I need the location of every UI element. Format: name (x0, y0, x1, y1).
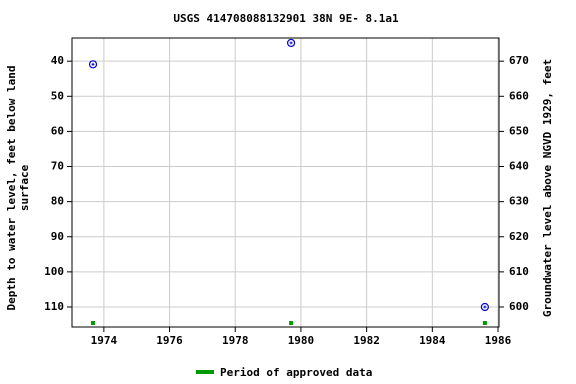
data-point (286, 38, 296, 48)
x-tick-label: 1982 (353, 334, 380, 347)
y-tick-label: 50 (51, 89, 64, 102)
y2-tick-label: 630 (509, 195, 529, 208)
y-tick-label: 100 (44, 265, 64, 278)
y2-tick-label: 600 (509, 300, 529, 313)
y-tick-label: 80 (51, 195, 64, 208)
point-part (286, 38, 296, 48)
y-axis-label: surface (18, 164, 31, 211)
approved-period (289, 321, 294, 325)
data-point (480, 302, 489, 312)
y2-tick-label: 610 (509, 265, 529, 278)
x-tick-label: 1978 (222, 334, 249, 347)
y2-tick-label: 650 (509, 124, 529, 137)
y2-tick-label: 670 (509, 54, 529, 67)
point-part (480, 302, 489, 312)
legend-label: Period of approved data (220, 366, 372, 379)
x-tick-label: 1980 (288, 334, 315, 347)
y2-axis-label: Groundwater level above NGVD 1929, feet (541, 59, 554, 317)
y2-tick-label: 620 (509, 230, 529, 243)
y-tick-label: 40 (51, 54, 64, 67)
y-tick-label: 70 (51, 160, 64, 173)
approved-period (482, 321, 487, 325)
plot-frame (71, 37, 500, 328)
point-part (88, 60, 98, 69)
x-tick-label: 1976 (156, 334, 183, 347)
x-tick-label: 1974 (91, 334, 118, 347)
approved-period (91, 321, 96, 325)
y2-tick-label: 660 (509, 89, 529, 102)
x-tick-label: 1986 (485, 334, 512, 347)
y-tick-label: 90 (51, 230, 64, 243)
y-tick-label: 60 (51, 124, 64, 137)
y-tick-label: 110 (44, 300, 64, 313)
y-axis-label: Depth to water level, feet below land (5, 65, 18, 310)
y2-tick-label: 640 (509, 160, 529, 173)
data-point (88, 60, 98, 69)
chart-title: USGS 414708088132901 38N 9E- 8.1a1 (173, 12, 399, 25)
x-tick-label: 1984 (419, 334, 446, 347)
